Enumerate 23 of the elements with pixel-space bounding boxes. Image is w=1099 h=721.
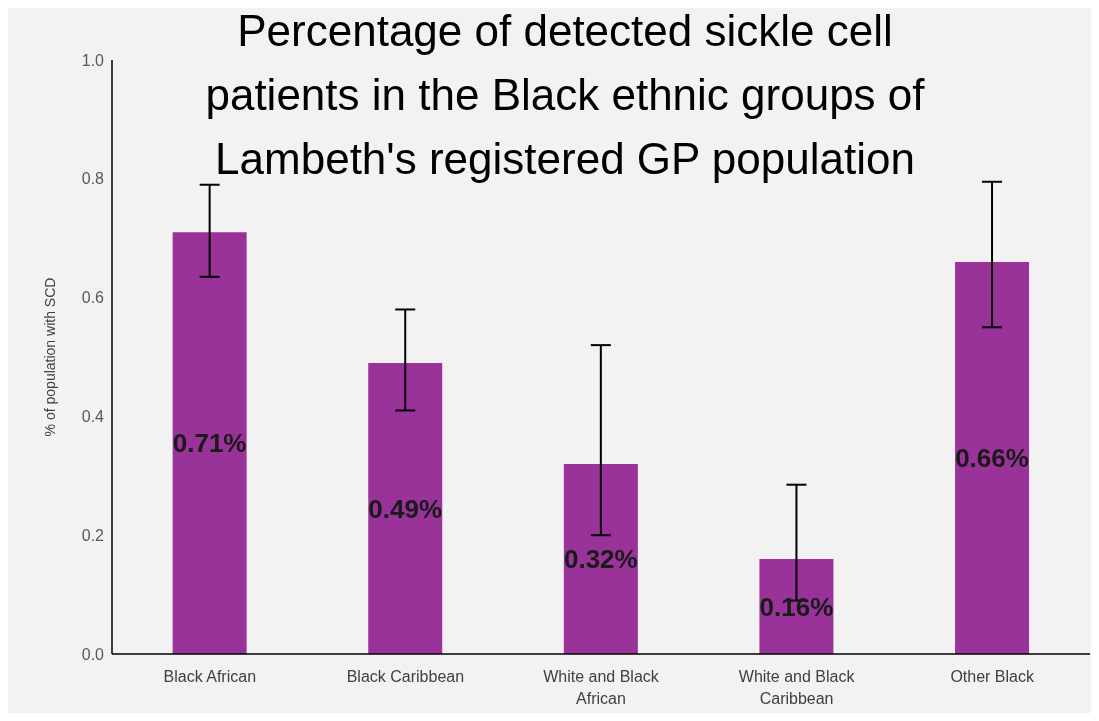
data-label: 0.71% — [172, 428, 247, 459]
y-axis-title: % of population with SCD — [41, 277, 58, 437]
data-label: 0.32% — [563, 544, 638, 575]
bar — [759, 558, 834, 654]
data-label: 0.49% — [368, 493, 443, 524]
y-tick-label: 0.0 — [81, 645, 105, 663]
bar — [563, 463, 638, 654]
data-label: 0.66% — [955, 443, 1029, 474]
x-tick-label: White and Black African — [543, 668, 660, 707]
x-tick-label: White and Black Caribbean — [738, 668, 856, 707]
data-label: 0.16% — [759, 591, 834, 622]
y-tick-label: 0.4 — [81, 408, 105, 426]
bar — [172, 232, 247, 654]
bar — [955, 261, 1030, 654]
x-tick-label: Black Caribbean — [346, 668, 465, 685]
y-tick-label: 0.6 — [81, 289, 105, 307]
bar — [368, 362, 443, 654]
x-tick-label: Other Black — [950, 668, 1035, 685]
x-tick-label: Black African — [163, 668, 257, 685]
y-tick-label: 0.2 — [81, 526, 105, 544]
y-tick-label: 0.8 — [81, 170, 105, 188]
y-tick-label: 1.0 — [81, 51, 105, 69]
chart-title: Percentage of detected sickle cell patients in the Black ethnic groups of Lambeth's registered GP population — [205, 6, 926, 183]
